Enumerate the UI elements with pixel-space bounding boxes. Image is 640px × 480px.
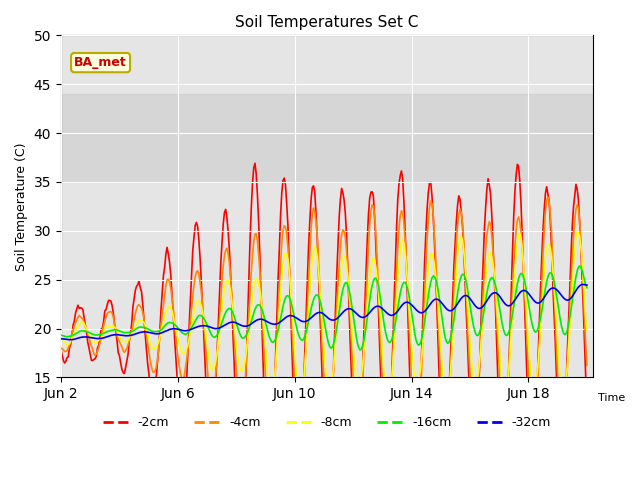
Bar — [61, 94, 593, 182]
Y-axis label: Soil Temperature (C): Soil Temperature (C) — [15, 142, 28, 271]
Title: Soil Temperatures Set C: Soil Temperatures Set C — [235, 15, 419, 30]
Text: BA_met: BA_met — [74, 56, 127, 69]
Legend: -2cm, -4cm, -8cm, -16cm, -32cm: -2cm, -4cm, -8cm, -16cm, -32cm — [98, 411, 556, 434]
Text: Time: Time — [598, 393, 625, 403]
